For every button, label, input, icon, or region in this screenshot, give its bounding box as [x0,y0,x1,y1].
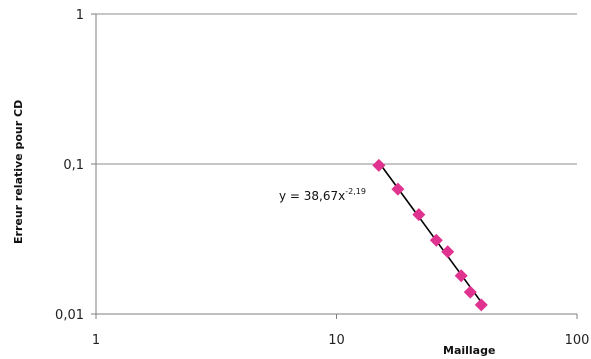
data-points [372,158,488,312]
data-point [454,269,468,283]
trendline-equation: y = 38,67x-2,19 [279,187,366,203]
x-axis-ticks: 1 10 100 [92,314,590,348]
grid-lines [96,13,577,315]
data-point [463,285,477,299]
data-point [372,158,386,172]
y-tick-label: 0,01 [55,308,84,323]
data-point [441,245,455,259]
y-tick-label: 1 [76,8,84,23]
trendline-curve [378,161,482,303]
y-axis-ticks: 0,01 0,1 1 [55,8,96,323]
x-tick-label: 10 [328,333,345,348]
x-tick-label: 100 [565,333,590,348]
x-axis-title: Maillage [443,344,495,357]
data-point [474,298,488,312]
y-axis-title: Erreur relative pour CD [12,100,25,244]
data-point [412,208,426,222]
trendline-equation-base: y = 38,67x [279,189,345,203]
data-point [391,182,405,196]
trendline-equation-exponent: -2,19 [345,187,366,196]
x-tick-label: 1 [92,333,100,348]
y-tick-label: 0,1 [63,158,84,173]
data-point [429,233,443,247]
trendline [378,161,482,303]
